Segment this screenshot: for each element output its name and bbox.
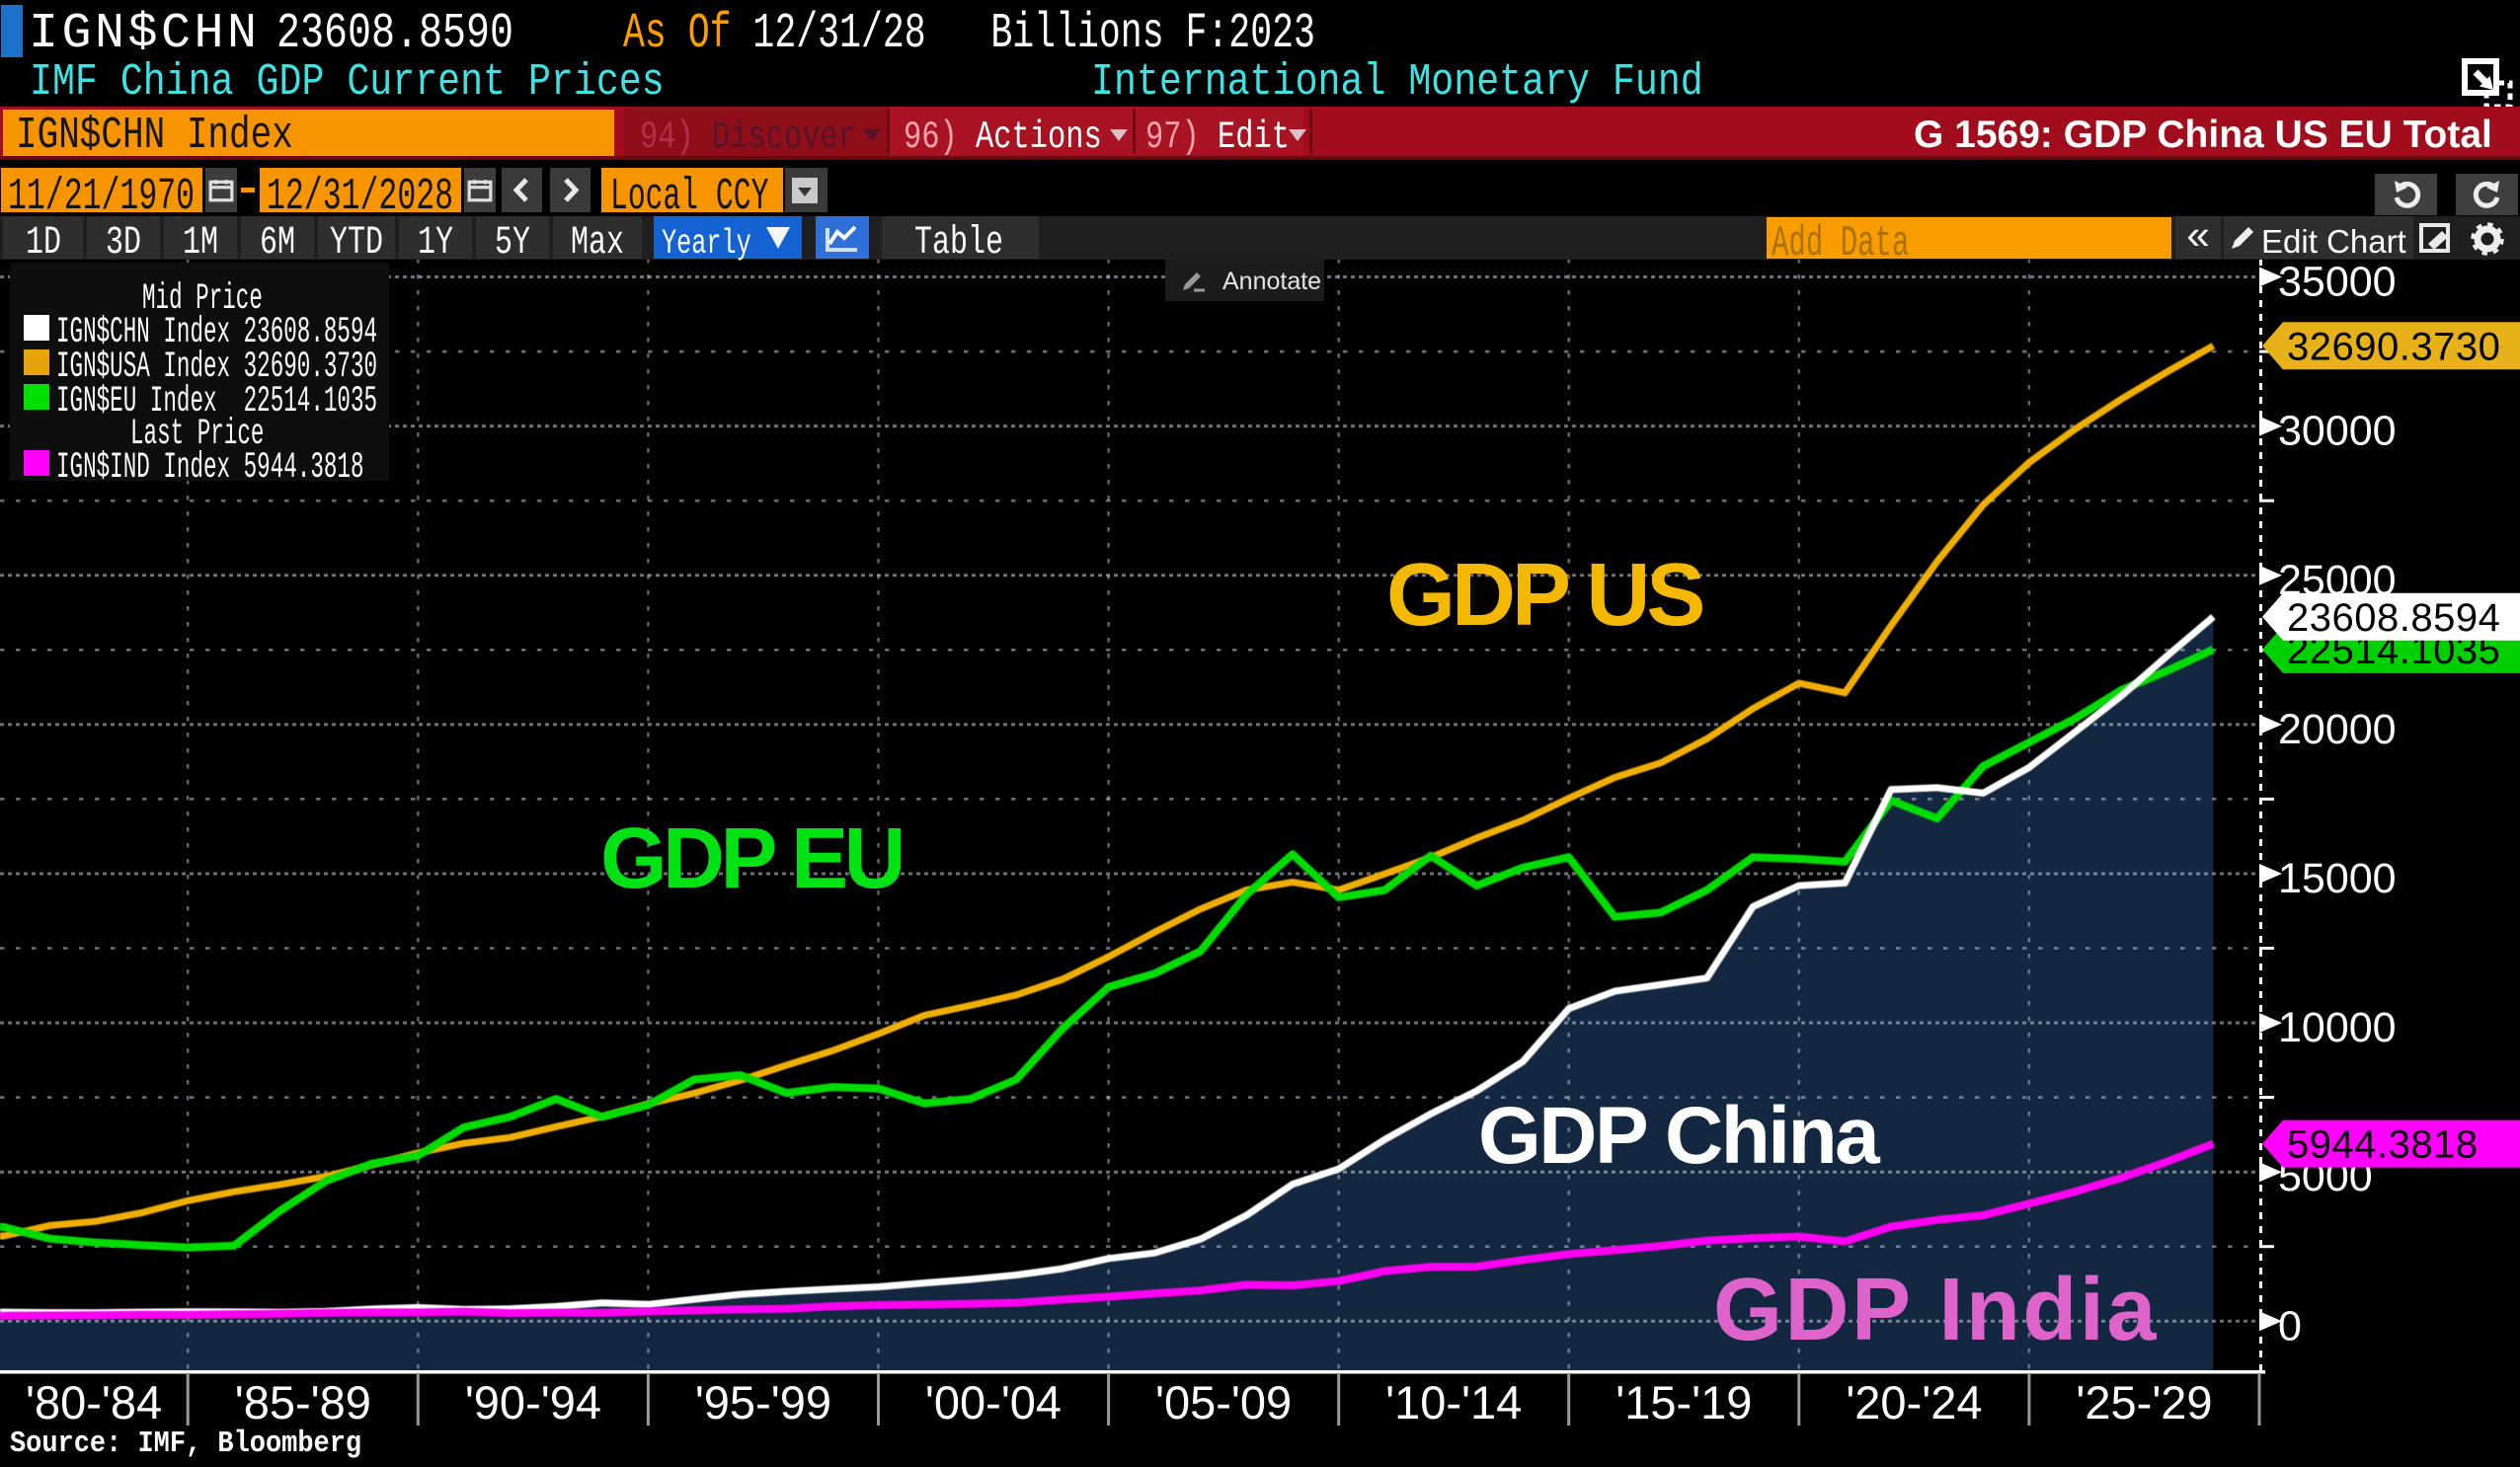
svg-text:10000: 10000 <box>2278 1004 2397 1051</box>
svg-text:0: 0 <box>2278 1302 2302 1350</box>
svg-text:32690.3730: 32690.3730 <box>2287 325 2500 368</box>
svg-text:'90-'94: '90-'94 <box>465 1376 601 1428</box>
svg-text:23608.8594: 23608.8594 <box>2287 596 2500 640</box>
svg-text:'15-'19: '15-'19 <box>1615 1376 1752 1428</box>
svg-text:35000: 35000 <box>2278 259 2397 306</box>
svg-text:'95-'99: '95-'99 <box>695 1376 831 1428</box>
svg-text:'80-'84: '80-'84 <box>26 1376 162 1428</box>
svg-text:'25-'29: '25-'29 <box>2076 1376 2212 1428</box>
svg-text:30000: 30000 <box>2278 408 2397 455</box>
svg-text:15000: 15000 <box>2278 855 2397 902</box>
svg-text:'10-'14: '10-'14 <box>1385 1376 1522 1428</box>
svg-text:GDP US: GDP US <box>1386 546 1702 645</box>
svg-text:GDP India: GDP India <box>1713 1261 2159 1359</box>
svg-text:'20-'24: '20-'24 <box>1846 1376 1982 1428</box>
svg-text:'00-'04: '00-'04 <box>925 1376 1062 1428</box>
svg-text:'05-'09: '05-'09 <box>1155 1376 1292 1428</box>
svg-text:'85-'89: '85-'89 <box>235 1376 371 1428</box>
svg-text:GDP EU: GDP EU <box>600 811 902 906</box>
svg-text:5944.3818: 5944.3818 <box>2287 1123 2479 1167</box>
svg-text:GDP China: GDP China <box>1478 1091 1881 1181</box>
svg-text:20000: 20000 <box>2278 706 2397 753</box>
